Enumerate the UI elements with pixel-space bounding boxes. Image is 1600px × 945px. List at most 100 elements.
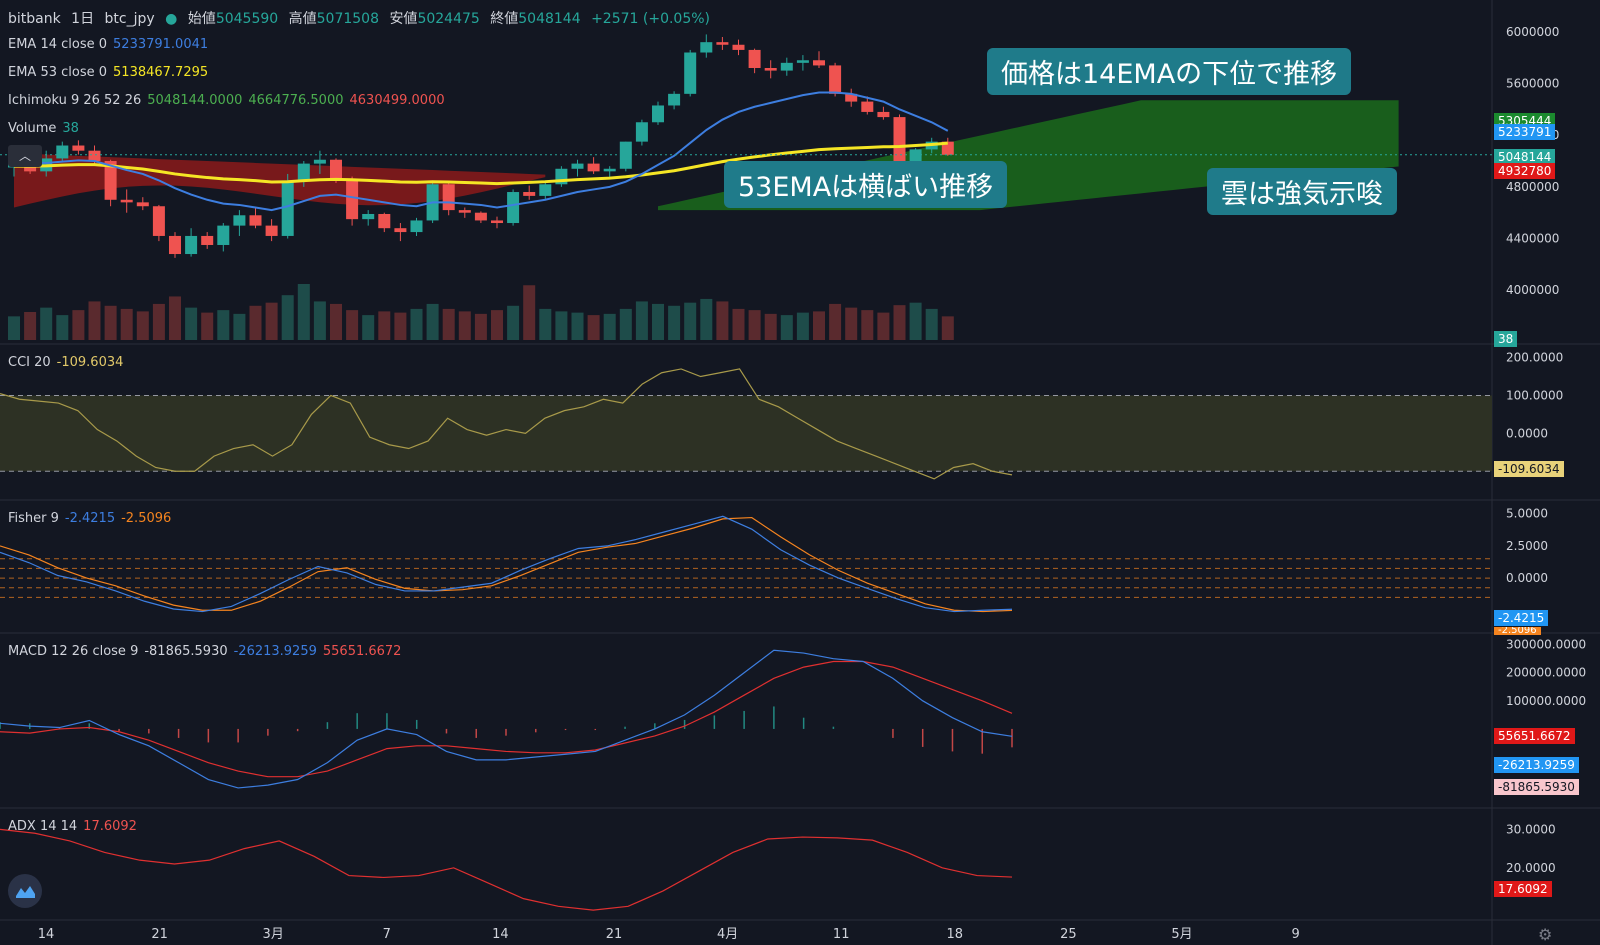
volume-bar bbox=[8, 316, 20, 340]
adx-label: ADX 14 14 bbox=[8, 819, 78, 834]
ichimoku-label: Ichimoku 9 26 52 26 bbox=[8, 93, 142, 108]
candle-body bbox=[603, 168, 616, 172]
pair: btc_jpy bbox=[104, 11, 155, 27]
symbol[interactable]: bitbank bbox=[8, 11, 61, 27]
time-tick-label: 3月 bbox=[263, 927, 284, 942]
time-tick-label: 4月 bbox=[717, 927, 738, 942]
volume-bar bbox=[539, 308, 552, 340]
candle-body bbox=[684, 52, 697, 94]
volume-bar bbox=[104, 305, 117, 340]
candle-body bbox=[458, 210, 471, 213]
volume-bar bbox=[796, 312, 809, 340]
tag-ema14: 5233791 bbox=[1494, 124, 1556, 140]
open-label: 始値 bbox=[187, 11, 216, 27]
fisher-value-2: -2.5096 bbox=[121, 511, 172, 526]
annotation-ema14[interactable]: 価格は14EMAの下位で推移 bbox=[987, 48, 1352, 95]
volume-bar bbox=[410, 308, 423, 340]
candle-body bbox=[330, 159, 342, 181]
cci-legend[interactable]: CCI 20 -109.6034 bbox=[8, 355, 129, 370]
volume-bar bbox=[40, 307, 53, 340]
candle-body bbox=[233, 215, 246, 226]
macd-tick-label: 100000.0000 bbox=[1506, 694, 1586, 708]
candle-body bbox=[136, 202, 149, 207]
high-label: 高値 bbox=[288, 11, 317, 27]
adx-tick-label: 20.0000 bbox=[1506, 861, 1556, 875]
volume-bar bbox=[829, 303, 842, 340]
ichimoku-value-3: 4630499.0000 bbox=[349, 93, 445, 108]
candle-body bbox=[861, 101, 874, 112]
volume-bar bbox=[394, 312, 407, 340]
volume-bar bbox=[668, 305, 681, 340]
adx-legend[interactable]: ADX 14 14 17.6092 bbox=[8, 819, 143, 834]
volume-bar bbox=[700, 298, 713, 340]
adx-line bbox=[0, 828, 1013, 911]
candle-body bbox=[845, 93, 858, 102]
macd-legend[interactable]: MACD 12 26 close 9 -81865.5930 -26213.9259… bbox=[8, 644, 407, 659]
volume-bar bbox=[716, 301, 729, 340]
ema53-value: 5138467.7295 bbox=[113, 65, 209, 80]
ema14-legend[interactable]: EMA 14 close 0 5233791.0041 bbox=[8, 37, 214, 52]
candle-body bbox=[587, 163, 600, 172]
macd-value-2: -26213.9259 bbox=[233, 644, 317, 659]
annotation-cloud[interactable]: 雲は強気示唆 bbox=[1207, 168, 1397, 215]
volume-bar bbox=[152, 303, 165, 340]
candle-body bbox=[313, 159, 326, 164]
time-tick-label: 21 bbox=[606, 927, 623, 942]
volume-legend[interactable]: Volume 38 bbox=[8, 121, 85, 136]
settings-gear-icon[interactable]: ⚙ bbox=[1538, 925, 1553, 944]
volume-bar bbox=[185, 307, 198, 340]
candle-body bbox=[732, 44, 745, 50]
fisher-legend[interactable]: Fisher 9 -2.4215 -2.5096 bbox=[8, 511, 177, 526]
cci-line bbox=[0, 368, 1013, 480]
tradingview-logo[interactable] bbox=[8, 874, 42, 908]
time-tick-label: 5月 bbox=[1171, 927, 1192, 942]
macd-line bbox=[0, 649, 1013, 789]
volume-bar bbox=[201, 312, 214, 340]
volume-bar bbox=[362, 315, 375, 340]
candle-body bbox=[539, 184, 552, 196]
price-tick-label: 5600000 bbox=[1506, 77, 1559, 91]
tag-cci: -109.6034 bbox=[1494, 461, 1564, 477]
candle-body bbox=[507, 192, 520, 224]
volume-bar bbox=[249, 305, 262, 340]
candle-body bbox=[764, 68, 777, 71]
candle-body bbox=[877, 111, 890, 118]
ema14-label: EMA 14 close 0 bbox=[8, 37, 108, 52]
volume-bar bbox=[523, 285, 536, 340]
symbol-header[interactable]: bitbank 1日 btc_jpy ● 始値5045590 高値5071508… bbox=[8, 8, 716, 28]
ema53-legend[interactable]: EMA 53 close 0 5138467.7295 bbox=[8, 65, 214, 80]
price-axis[interactable]: 6000000560000052000004800000440000040000… bbox=[38, 25, 1586, 942]
fisher-line bbox=[0, 515, 1013, 613]
volume-bar bbox=[136, 311, 149, 340]
volume-bar bbox=[507, 305, 520, 340]
volume-bar bbox=[652, 303, 664, 340]
interval[interactable]: 1日 bbox=[71, 11, 95, 27]
fisher-value-1: -2.4215 bbox=[64, 511, 116, 526]
collapse-legend-button[interactable]: ︿ bbox=[8, 145, 42, 167]
volume-bar bbox=[925, 308, 938, 340]
fisher-tick-label: 0.0000 bbox=[1506, 571, 1548, 585]
candle-body bbox=[780, 62, 793, 71]
candle-body bbox=[120, 199, 133, 203]
volume-bar bbox=[313, 301, 326, 340]
candle-body bbox=[668, 93, 681, 106]
open-value: 5045590 bbox=[215, 11, 279, 27]
candle-body bbox=[796, 60, 809, 63]
ichimoku-value-1: 5048144.0000 bbox=[147, 93, 243, 108]
volume-bar bbox=[748, 310, 761, 340]
ichimoku-legend[interactable]: Ichimoku 9 26 52 26 5048144.0000 4664776.5… bbox=[8, 93, 451, 108]
volume-value: 38 bbox=[62, 121, 79, 136]
volume-bar bbox=[233, 313, 246, 340]
volume-bar bbox=[24, 312, 37, 340]
time-tick-label: 9 bbox=[1291, 927, 1299, 942]
candle-body bbox=[362, 213, 375, 220]
macd-tick-label: 200000.0000 bbox=[1506, 666, 1586, 680]
volume-bar bbox=[845, 307, 858, 340]
fisher-label: Fisher 9 bbox=[8, 511, 59, 526]
adx-tick-label: 30.0000 bbox=[1506, 822, 1556, 836]
tag-fisher-2: -2.5096 bbox=[1494, 627, 1541, 635]
annotation-ema53[interactable]: 53EMAは横ばい推移 bbox=[724, 161, 1008, 208]
cci-tick-label: 0.0000 bbox=[1506, 426, 1548, 440]
